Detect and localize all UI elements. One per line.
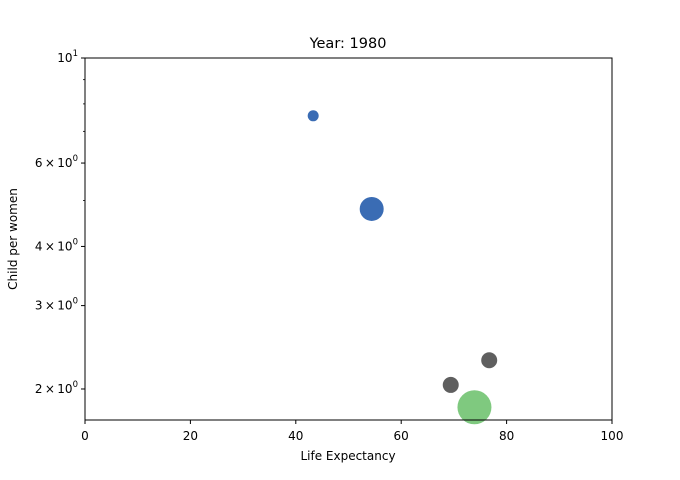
y-axis-title: Child per women — [6, 188, 20, 290]
y-axis: 2 × 100 3 × 100 4 × 100 6 × 100 101 — [35, 49, 85, 396]
points-layer — [307, 110, 498, 425]
data-point-4 — [442, 376, 459, 393]
x-tick-label: 0 — [81, 429, 89, 443]
y-tick-label: 6 × 100 — [35, 154, 78, 170]
x-tick-label: 60 — [394, 429, 409, 443]
x-tick-label: 20 — [183, 429, 198, 443]
y-tick-label: 101 — [57, 49, 78, 65]
y-tick-label: 2 × 100 — [35, 380, 78, 396]
data-point-6 — [457, 390, 492, 425]
data-point-5 — [481, 352, 498, 369]
chart-title: Year: 1980 — [309, 36, 387, 52]
data-point-1 — [307, 110, 319, 122]
plot-frame — [84, 57, 613, 421]
x-tick-label: 80 — [499, 429, 514, 443]
x-tick-label: 100 — [601, 429, 624, 443]
y-tick-label: 3 × 100 — [35, 297, 78, 313]
x-tick-label: 40 — [288, 429, 303, 443]
y-tick-label: 4 × 100 — [35, 237, 78, 253]
data-point-2 — [359, 196, 384, 221]
x-axis: 0 20 40 60 80 100 — [81, 420, 623, 443]
x-axis-title: Life Expectancy — [300, 449, 395, 463]
